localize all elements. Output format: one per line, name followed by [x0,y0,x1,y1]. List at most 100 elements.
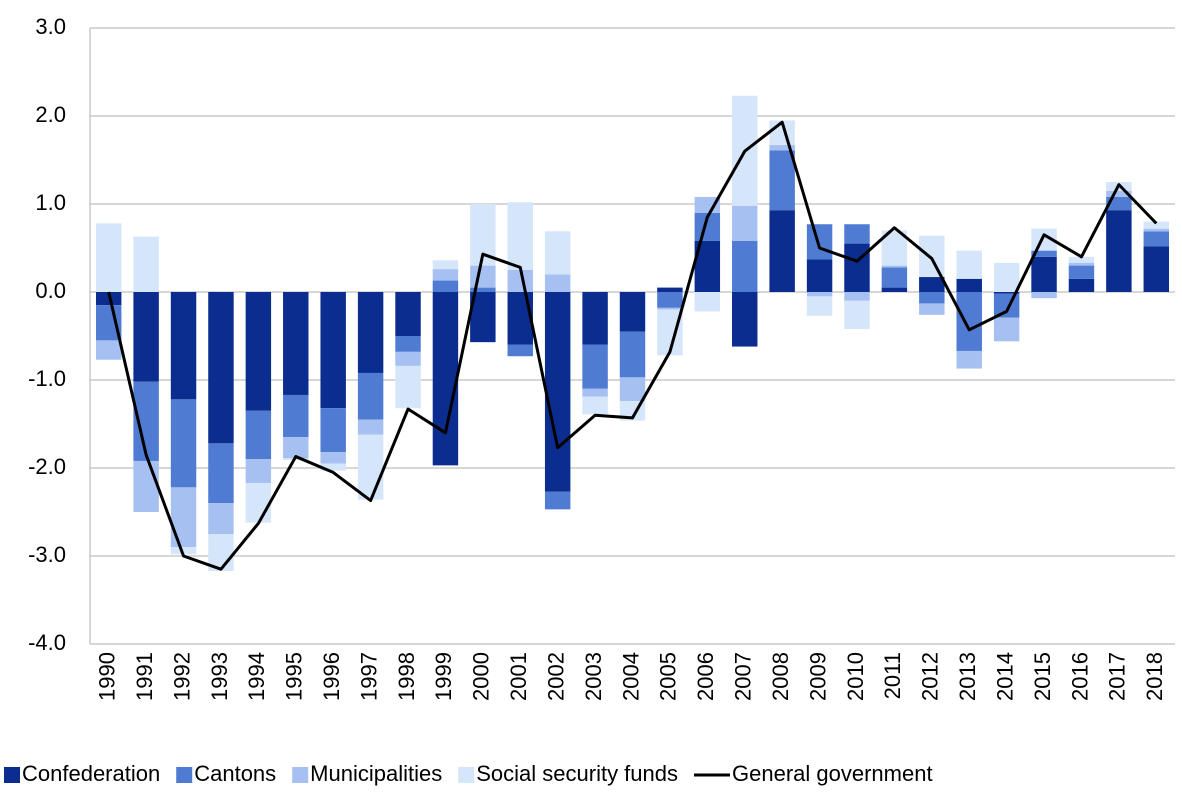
bar [283,394,309,438]
x-tick-label: 2012 [918,652,943,701]
x-tick-label: 2009 [805,652,830,701]
y-tick-label: -2.0 [28,454,66,479]
bar [208,503,234,534]
bar [582,292,608,345]
bar [1106,210,1132,292]
x-tick-label: 1992 [169,652,194,701]
bar [1106,190,1132,197]
bar [657,307,683,310]
bar [956,278,982,292]
bar [1143,246,1170,292]
legend-swatch [176,767,193,783]
bar [357,292,384,373]
bar [395,365,421,409]
bar [1068,265,1095,279]
bar [844,300,870,329]
bar [993,317,1020,342]
bar [769,145,795,151]
bar [544,292,571,492]
bar [470,265,496,288]
bar [993,262,1020,292]
bar [1143,231,1170,247]
legend-swatch [292,767,309,783]
bar [1106,196,1132,211]
bar [95,223,122,292]
x-tick-label: 2017 [1105,652,1130,701]
bar [619,377,646,402]
x-tick-label: 2008 [768,652,793,701]
bar [507,270,533,292]
x-tick-label: 2001 [506,652,531,701]
bar [544,491,571,510]
bar [357,419,384,435]
x-tick-label: 1991 [132,652,157,701]
bar [507,202,533,270]
legend-label: General government [732,761,933,786]
bar [881,267,908,288]
x-tick-label: 2006 [693,652,718,701]
x-tick-label: 2018 [1142,652,1167,701]
x-tick-label: 1999 [431,652,456,701]
legend-swatch [4,767,20,783]
bar [170,292,197,400]
bar [657,292,683,308]
x-tick-label: 2013 [955,652,980,701]
x-tick-label: 2015 [1030,652,1055,701]
x-tick-label: 2014 [992,652,1017,701]
bar [919,235,945,278]
bar [1031,292,1057,299]
y-tick-label: -4.0 [28,630,66,655]
y-tick-label: 0.0 [35,278,66,303]
bar [320,452,346,464]
bar [956,292,982,351]
x-tick-label: 2007 [731,652,756,701]
bar [357,372,384,420]
bar [208,292,234,444]
bar [806,224,833,260]
bar [432,269,459,281]
bar [919,292,945,304]
bar [956,250,982,279]
x-tick-label: 1990 [95,652,120,701]
legend-label: Confederation [22,761,160,786]
bar [245,410,272,460]
bar [919,277,945,292]
bar [806,259,833,292]
bar [133,292,159,382]
bar [769,150,795,211]
bar [844,292,870,301]
x-tick-label: 2011 [880,652,905,699]
bar [844,243,870,292]
bar [245,482,272,523]
bar [395,292,421,336]
bar [133,236,159,292]
bar [170,399,197,488]
y-tick-label: 1.0 [35,190,66,215]
bar [619,292,646,332]
x-tick-label: 2000 [469,652,494,701]
bar [993,292,1020,294]
bar [806,296,833,316]
bar [1031,256,1057,292]
bar [245,459,272,483]
x-tick-label: 1997 [356,652,381,701]
bar [844,224,870,244]
bar [619,331,646,378]
bar [1068,278,1095,292]
legend-swatch [458,767,475,783]
legend-label: Cantons [194,761,276,786]
bar [544,231,571,275]
bar [919,303,945,315]
bar [657,287,683,292]
bar [956,350,982,369]
bar [320,292,346,409]
bar [1068,262,1095,266]
bar [881,265,908,268]
x-tick-label: 2005 [656,652,681,701]
x-tick-label: 1994 [244,652,269,701]
x-tick-label: 2010 [843,652,868,701]
bar [283,437,309,459]
bar [432,280,459,292]
legend-label: Municipalities [310,761,442,786]
